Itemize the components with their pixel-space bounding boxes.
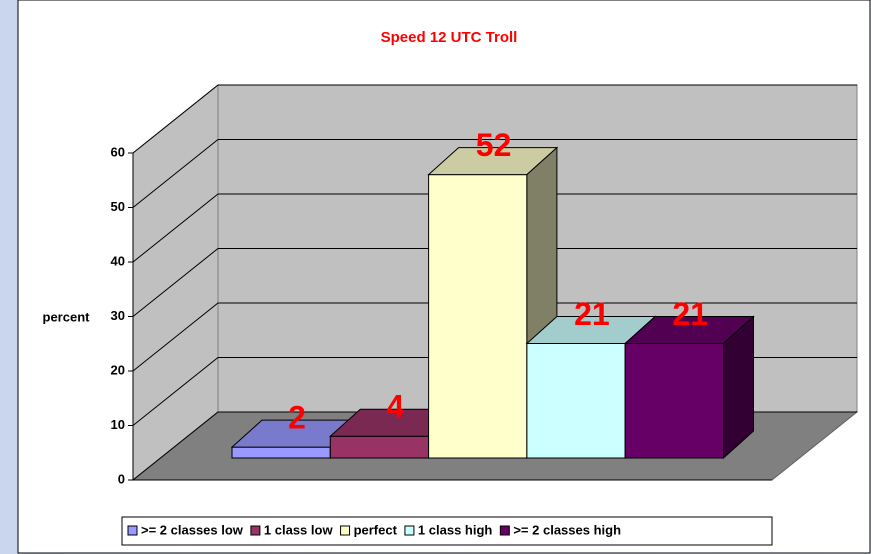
y-axis-label: percent (43, 309, 91, 324)
y-tick-label: 20 (111, 362, 125, 377)
y-tick-label: 30 (111, 308, 125, 323)
legend-swatch (404, 525, 415, 536)
value-label: 52 (476, 127, 512, 163)
grid-line (132, 248, 857, 317)
legend-swatch (499, 525, 510, 536)
legend-box (121, 516, 773, 546)
bar (623, 315, 755, 460)
y-tick-label: 50 (111, 199, 125, 214)
legend-swatch (250, 525, 261, 536)
bar-front (428, 174, 528, 459)
y-tick-label: 40 (111, 253, 125, 268)
legend-swatch (127, 525, 138, 536)
y-tick-label: 60 (111, 144, 125, 159)
y-tick-label: 0 (118, 471, 125, 486)
grid-line (132, 84, 857, 154)
bar-side (723, 315, 754, 460)
value-label: 21 (574, 296, 610, 332)
grid-line (132, 139, 857, 208)
bar-front (526, 343, 626, 459)
grid-line (132, 302, 857, 372)
legend-label: >= 2 classes low (141, 522, 244, 537)
legend-swatch (340, 525, 351, 536)
bar-front (231, 446, 331, 459)
bar-front (329, 435, 430, 459)
legend-label: 1 class high (418, 522, 492, 537)
grid-line (132, 193, 857, 263)
value-label: 2 (288, 400, 306, 436)
value-label: 21 (672, 296, 708, 332)
chart-title: Speed 12 UTC Troll (381, 29, 518, 46)
bar-front (624, 343, 724, 459)
legend-label: >= 2 classes high (513, 522, 621, 537)
value-label: 4 (386, 389, 404, 425)
legend-label: 1 class low (264, 522, 334, 537)
legend-label: perfect (354, 522, 398, 537)
y-tick-label: 10 (111, 417, 125, 432)
